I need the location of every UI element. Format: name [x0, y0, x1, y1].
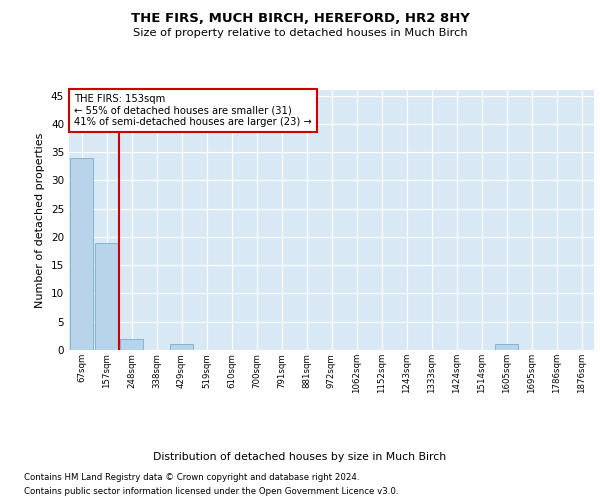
Text: Distribution of detached houses by size in Much Birch: Distribution of detached houses by size … — [154, 452, 446, 462]
Bar — [70, 158, 93, 350]
Bar — [495, 344, 518, 350]
Bar — [95, 242, 118, 350]
Text: Contains public sector information licensed under the Open Government Licence v3: Contains public sector information licen… — [24, 488, 398, 496]
Y-axis label: Number of detached properties: Number of detached properties — [35, 132, 46, 308]
Text: Contains HM Land Registry data © Crown copyright and database right 2024.: Contains HM Land Registry data © Crown c… — [24, 472, 359, 482]
Text: THE FIRS, MUCH BIRCH, HEREFORD, HR2 8HY: THE FIRS, MUCH BIRCH, HEREFORD, HR2 8HY — [131, 12, 469, 26]
Bar — [170, 344, 193, 350]
Text: Size of property relative to detached houses in Much Birch: Size of property relative to detached ho… — [133, 28, 467, 38]
Text: THE FIRS: 153sqm
← 55% of detached houses are smaller (31)
41% of semi-detached : THE FIRS: 153sqm ← 55% of detached house… — [74, 94, 312, 127]
Bar — [120, 338, 143, 350]
